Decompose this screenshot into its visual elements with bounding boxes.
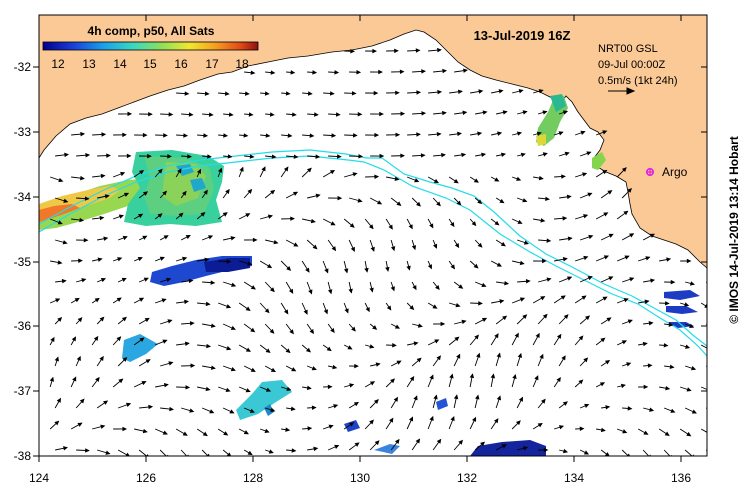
colorbar-tick-15: 15 [143,57,157,71]
sst-patches [39,94,700,456]
y-axis-labels: -32 -33 -34 -35 -36 -37 -38 [14,60,32,463]
colorbar-tick-13: 13 [82,57,96,71]
y-tick-34: -34 [14,190,32,204]
depth-contours [39,149,707,357]
argo-marker [645,168,654,177]
map-title: 13-Jul-2019 16Z [474,28,571,43]
y-tick-36: -36 [14,319,32,333]
axis-ticks [33,15,707,462]
colorbar [42,41,259,51]
x-tick-128: 128 [243,471,263,485]
colorbar-tick-14: 14 [113,57,127,71]
colorbar-tick-16: 16 [174,57,188,71]
x-tick-124: 124 [29,471,49,485]
colorbar-ticks: 12 13 14 15 16 17 18 [51,57,249,71]
x-tick-130: 130 [350,471,370,485]
scale-arrow [608,87,636,95]
y-tick-32: -32 [14,60,32,74]
y-tick-33: -33 [14,125,32,139]
current-vectors [49,47,707,456]
x-tick-136: 136 [671,471,691,485]
colorbar-tick-17: 17 [205,57,219,71]
info-product: NRT00 GSL [598,43,658,55]
argo-label: Argo [662,165,688,179]
x-tick-132: 132 [457,471,477,485]
y-tick-38: -38 [14,449,32,463]
colorbar-tick-12: 12 [51,57,65,71]
x-tick-126: 126 [136,471,156,485]
colorbar-label: 4h comp, p50, All Sats [88,24,215,38]
colorbar-tick-18: 18 [235,57,249,71]
x-tick-134: 134 [564,471,584,485]
plot-frame [38,14,708,457]
credit-text: © IMOS 14-Jul-2019 13:14 Hobart [727,136,741,324]
info-date: 09-Jul 00:00Z [598,59,666,71]
x-axis-labels: 124 126 128 130 132 134 136 [29,471,691,485]
land-australia [39,15,707,269]
y-tick-35: -35 [14,255,32,269]
y-tick-37: -37 [14,384,32,398]
info-block: NRT00 GSL 09-Jul 00:00Z 0.5m/s (1kt 24h) [598,43,677,87]
info-scale: 0.5m/s (1kt 24h) [598,75,677,87]
